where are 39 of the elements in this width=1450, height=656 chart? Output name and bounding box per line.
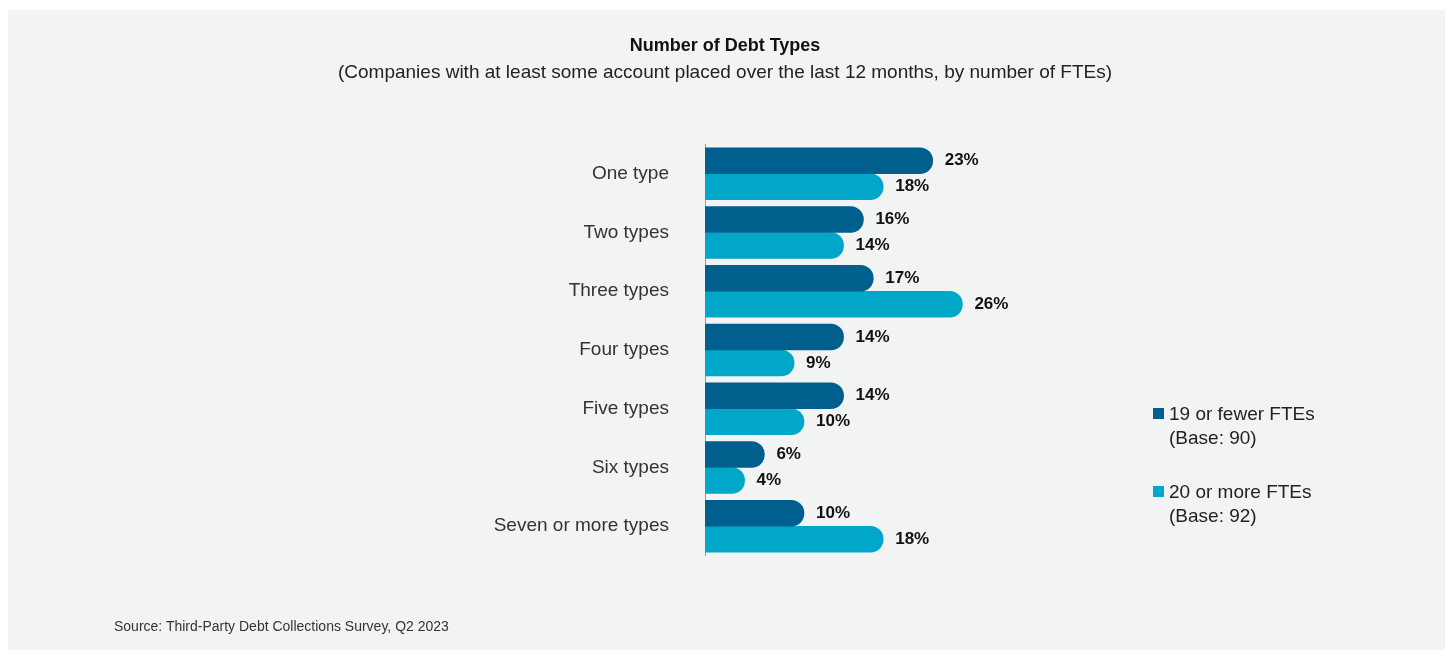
bar [705,290,963,318]
data-label: 18% [895,528,930,548]
bar [705,441,765,468]
bar [705,173,884,201]
data-label: 14% [855,235,890,255]
y-tick-label: Six types [591,455,669,477]
data-label: 17% [885,267,920,287]
legend-label: 19 or fewer FTEs (Base: 90) [1169,402,1315,450]
bar [705,349,795,377]
bar [705,408,805,436]
y-tick-label: Four types [579,338,669,360]
data-label: 6% [776,444,801,464]
legend-label: 20 or more FTEs (Base: 92) [1169,480,1312,528]
chart-subtitle: (Companies with at least some account placed over the last 12 months, by number of FTEs) [336,61,1114,83]
bar [705,147,934,175]
data-label: 26% [974,293,1009,313]
bar [705,382,844,410]
data-label: 14% [855,326,890,346]
data-label: 10% [816,411,851,431]
bar [705,499,805,527]
y-tick-label: One type [591,162,669,184]
chart-title: Number of Debt Types [628,35,822,56]
data-label: 23% [944,150,979,170]
y-tick-label: Three types [568,279,669,301]
bar [705,232,844,259]
data-label: 9% [806,352,831,372]
y-tick-label: Five types [582,396,669,418]
y-tick-label: Two types [583,220,669,242]
bar [705,525,884,553]
data-label: 18% [895,176,930,196]
data-label: 4% [756,470,782,490]
bar [705,323,844,351]
source-note: Source: Third-Party Debt Collections Survey, Q2 2023 [114,618,449,634]
y-tick-label: Seven or more types [493,514,669,536]
data-label: 10% [816,502,851,522]
bar [705,206,864,233]
bar [705,264,874,292]
data-label: 16% [875,209,910,229]
data-label: 14% [855,385,890,405]
